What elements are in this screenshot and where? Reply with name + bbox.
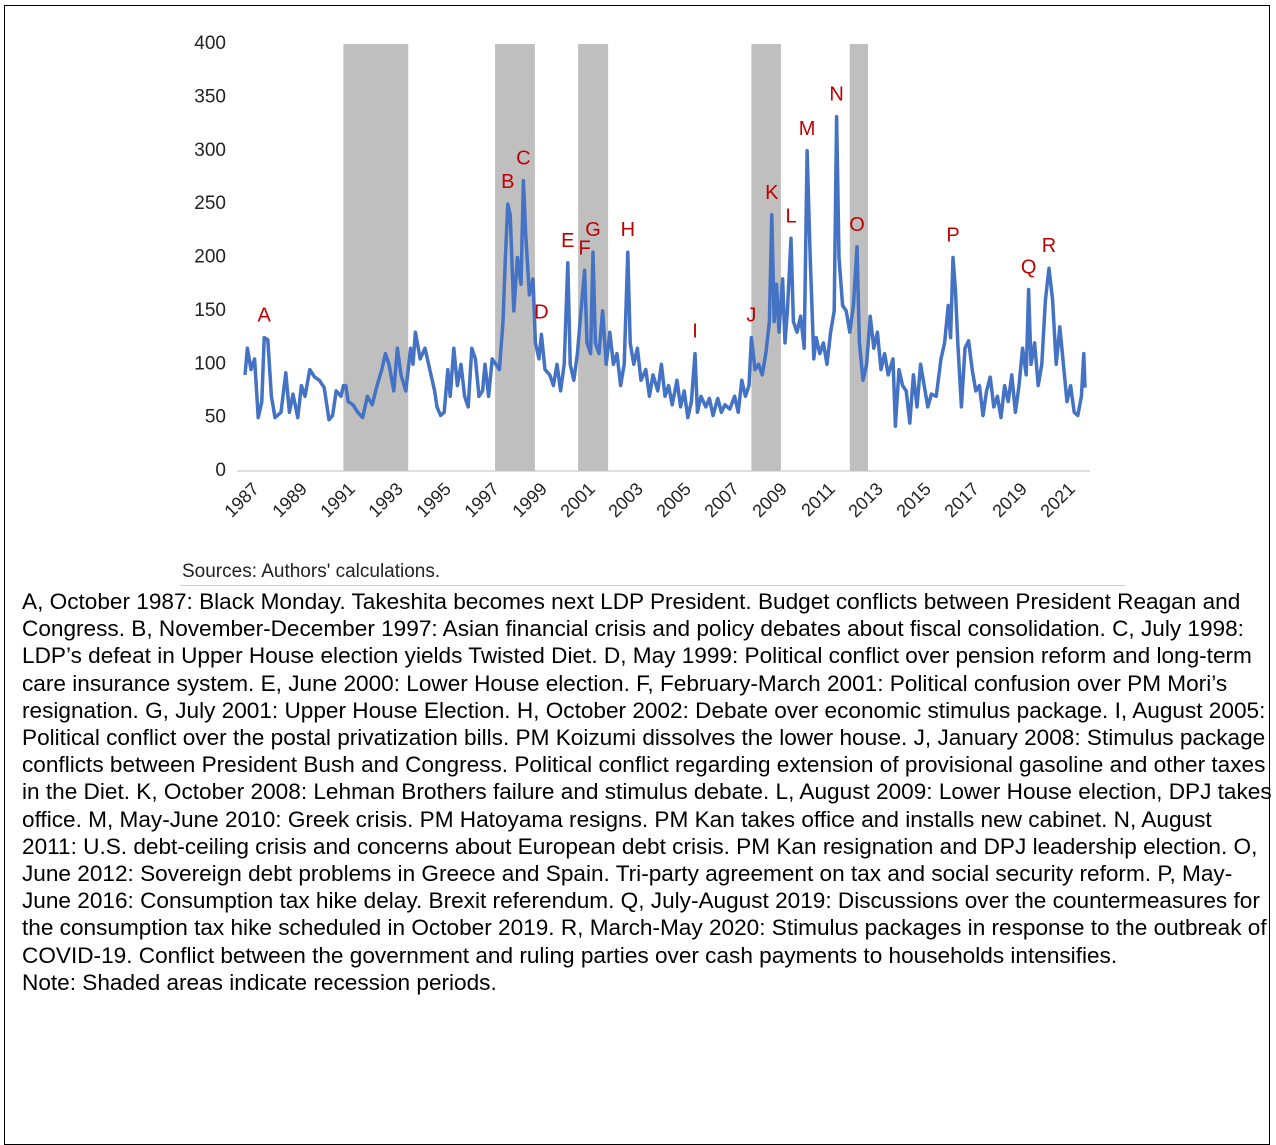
x-tick-label: 1997 [460,479,502,521]
annotation: K [765,182,779,204]
annotation: M [799,118,816,140]
x-tick-label: 2009 [748,479,790,521]
annotation: L [785,205,796,227]
annotation: I [692,321,698,343]
annotation: Q [1021,257,1037,279]
y-tick-label: 350 [194,86,226,107]
y-tick-label: 100 [194,353,226,374]
divider [180,585,1125,586]
chart: 0 50 100 150 200 250 300 350 400 1987 1989 1991 1993… [194,33,1090,521]
x-tick-label: 2021 [1036,479,1078,521]
x-tick-label: 2001 [556,479,598,521]
x-tick-label: 2011 [797,479,839,521]
shading-note: Note: Shaded areas indicate recession pe… [22,969,497,995]
annotation: D [534,301,548,323]
annotation: P [946,225,959,247]
x-tick-label: 2013 [844,479,886,521]
x-tick-label: 1999 [508,479,550,521]
annotation: N [829,84,843,106]
x-tick-label: 2005 [652,479,694,521]
x-tick-label: 1995 [412,479,454,521]
y-tick-label: 250 [194,193,226,214]
x-tick-label: 2003 [604,479,646,521]
annotation: A [258,305,272,327]
annotation: J [746,305,756,327]
y-tick-label: 50 [205,407,226,428]
x-tick-label: 2015 [892,479,934,521]
y-tick-label: 0 [215,460,226,481]
annotation: E [561,230,574,252]
x-tick-label: 1991 [316,479,358,521]
source: Sources: Authors' calculations. [182,561,441,582]
x-tick-label: 2007 [700,479,742,521]
annotation: B [501,171,514,193]
annotation: F [578,237,590,259]
caption: A, October 1987: Black Monday. Takeshita… [22,588,1272,996]
recession-shade [751,44,781,471]
x-tick-label: 2019 [988,479,1030,521]
x-tick-label: 1989 [268,479,310,521]
recession-shade [343,44,409,471]
y-tick-label: 300 [194,140,226,161]
annotation: H [621,219,635,241]
recession-shade [495,44,535,471]
series-line [243,114,1087,428]
annotation: C [516,148,530,170]
event-notes: A, October 1987: Black Monday. Takeshita… [22,589,1272,968]
y-tick-label: 150 [194,300,226,321]
annotation: R [1042,235,1056,257]
annotation: G [585,219,601,241]
x-tick-label: 2017 [940,479,982,521]
x-tick-label: 1993 [364,479,406,521]
x-tick-label: 1987 [220,479,262,521]
y-tick-label: 400 [194,33,226,54]
annotation: O [849,214,865,236]
y-tick-label: 200 [194,247,226,268]
